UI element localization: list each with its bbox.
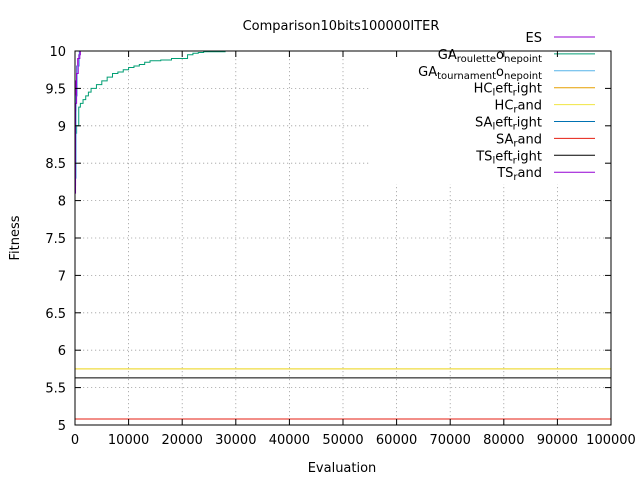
series-line bbox=[75, 51, 81, 187]
legend-label: SAleftright bbox=[475, 116, 542, 133]
x-tick-label: 20000 bbox=[162, 433, 203, 448]
y-tick-label: 8 bbox=[58, 195, 66, 210]
y-tick-label: 9.5 bbox=[45, 82, 66, 97]
y-tick-label: 6 bbox=[58, 344, 66, 359]
x-tick-label: 50000 bbox=[322, 433, 363, 448]
legend-label: GArouletteonepoint bbox=[438, 48, 542, 65]
series-line bbox=[75, 51, 80, 179]
x-tick-label: 40000 bbox=[269, 433, 310, 448]
legend-label: HCrand bbox=[495, 99, 542, 116]
y-tick-label: 9 bbox=[58, 120, 66, 135]
legend-label: TSrand bbox=[496, 166, 542, 183]
chart-title: Comparison10bits100000ITER bbox=[243, 19, 440, 34]
legend: ES GArouletteonepointGAtournamentonepoint… bbox=[418, 31, 595, 183]
axis-layer: 5 5.5 6 6.5 7 7.5 8 8.5 9 9.5 10 0 10000 20000 30000 40… bbox=[45, 45, 636, 448]
x-tick-label: 70000 bbox=[430, 433, 471, 448]
y-tick-label: 10 bbox=[49, 45, 66, 60]
y-tick-label: 8.5 bbox=[45, 157, 66, 172]
y-tick-label: 5 bbox=[58, 419, 66, 434]
y-tick-label: 7 bbox=[58, 269, 66, 284]
y-tick-label: 7.5 bbox=[45, 232, 66, 247]
legend-label: ES bbox=[526, 31, 542, 46]
y-tick-label: 5.5 bbox=[45, 382, 66, 397]
x-axis-label: Evaluation bbox=[308, 461, 377, 476]
legend-label: GAtournamentonepoint bbox=[418, 65, 542, 82]
legend-label: SArand bbox=[496, 132, 542, 149]
x-tick-label: 30000 bbox=[215, 433, 256, 448]
x-tick-label: 10000 bbox=[108, 433, 149, 448]
legend-label: TSleftright bbox=[475, 149, 542, 166]
legend-background bbox=[370, 27, 610, 185]
y-axis-label: Fitness bbox=[8, 215, 23, 260]
grid-layer bbox=[75, 51, 611, 425]
y-tick-label: 6.5 bbox=[45, 307, 66, 322]
x-tick-label: 100000 bbox=[586, 433, 636, 448]
plot-frame bbox=[74, 50, 612, 426]
x-tick-label: 80000 bbox=[483, 433, 524, 448]
x-tick-label: 90000 bbox=[537, 433, 578, 448]
legend-label: HCleftright bbox=[474, 82, 542, 99]
x-tick-label: 60000 bbox=[376, 433, 417, 448]
series-line bbox=[75, 50, 236, 134]
x-tick-label: 0 bbox=[71, 433, 79, 448]
